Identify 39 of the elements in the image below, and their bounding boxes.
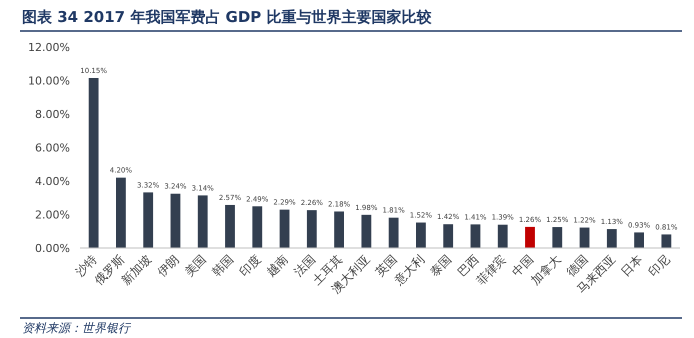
bar <box>361 214 372 248</box>
x-tick-label: 越南 <box>264 252 291 280</box>
bar <box>306 210 317 248</box>
bar <box>334 211 344 248</box>
y-tick-label: 2.00% <box>35 208 70 222</box>
y-tick-label: 6.00% <box>35 142 70 154</box>
x-tick-label: 印尼 <box>646 252 672 280</box>
bar <box>198 195 208 248</box>
bar <box>143 192 154 248</box>
x-tick-label: 泰国 <box>427 252 454 280</box>
bar <box>525 226 535 248</box>
y-tick-label: 8.00% <box>35 108 70 121</box>
bar <box>443 224 454 248</box>
bar <box>88 78 99 248</box>
bar <box>416 222 426 248</box>
bar <box>634 232 644 248</box>
x-tick-label: 伊朗 <box>154 252 182 280</box>
x-tick-label: 美国 <box>182 252 209 280</box>
bar <box>170 194 180 248</box>
bar <box>470 224 480 248</box>
x-tick-label: 印度 <box>236 252 264 280</box>
bar <box>552 227 562 248</box>
y-tick-label: 0.00% <box>35 242 70 255</box>
x-tick-label: 韩国 <box>209 252 236 280</box>
bar <box>580 228 590 248</box>
bar <box>225 204 235 248</box>
bar <box>116 178 126 248</box>
bar <box>606 229 617 248</box>
bar <box>252 206 262 248</box>
text: 资料来源：世界银行 <box>22 321 132 335</box>
bar <box>388 218 399 248</box>
y-tick-label: 4.00% <box>35 175 70 188</box>
chart-title: 图表 34 2017 年我国军费占 GDP 比重与世界主要国家比较 <box>22 8 432 26</box>
bar <box>661 234 672 248</box>
bar <box>280 210 290 248</box>
x-tick-label: 日本 <box>618 252 646 280</box>
y-tick-label: 12.00% <box>28 41 70 54</box>
y-tick-label: 10.00% <box>28 74 70 88</box>
bar <box>498 224 508 248</box>
